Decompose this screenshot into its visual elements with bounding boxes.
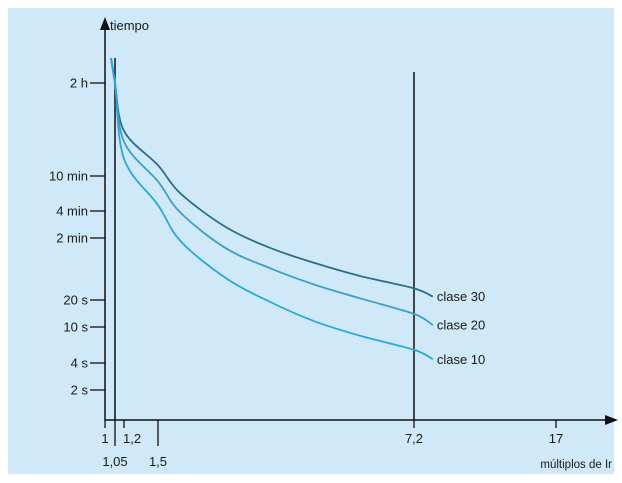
- y-tick-label: 10 min: [49, 169, 88, 184]
- y-axis-title: tiempo: [110, 18, 149, 33]
- series-label: clase 30: [437, 289, 485, 304]
- x-tick-label: 1: [101, 431, 108, 446]
- y-tick-label: 4 min: [56, 204, 88, 219]
- y-tick-label: 10 s: [63, 320, 88, 335]
- y-axis-arrow: [100, 17, 110, 30]
- series-label: clase 10: [437, 352, 485, 367]
- y-tick-label: 2 h: [70, 76, 88, 91]
- series-line: [110, 57, 434, 298]
- chart-background: [8, 8, 614, 474]
- x-axis-title: múltiplos de Ir: [540, 459, 612, 471]
- series-label: clase 20: [437, 318, 485, 333]
- series-line: [110, 57, 434, 361]
- y-tick-label: 20 s: [63, 293, 88, 308]
- x-tick-label: 7,2: [405, 431, 423, 446]
- series-line: [110, 57, 434, 326]
- x-tick-label: 1,5: [149, 454, 167, 469]
- y-tick-label: 4 s: [71, 356, 89, 371]
- x-tick-label: 1,05: [102, 454, 127, 469]
- x-tick-label: 17: [549, 431, 563, 446]
- x-axis-arrow: [605, 415, 618, 425]
- y-tick-label: 2 min: [56, 231, 88, 246]
- y-tick-label: 2 s: [71, 383, 89, 398]
- x-tick-label: 1,2: [123, 431, 141, 446]
